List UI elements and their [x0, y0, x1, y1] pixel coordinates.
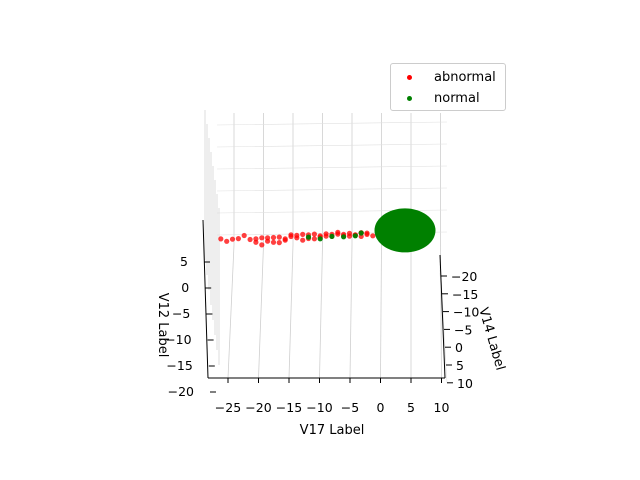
point-abnormal	[294, 232, 300, 238]
point-normal	[352, 233, 358, 239]
point-abnormal	[300, 237, 306, 243]
point-abnormal	[276, 234, 282, 240]
point-normal	[329, 233, 335, 239]
legend-item-abnormal: abnormal	[391, 67, 496, 87]
point-abnormal	[247, 236, 253, 243]
y-tick-label: −10	[453, 305, 479, 320]
point-abnormal	[229, 236, 236, 242]
point-abnormal	[235, 236, 241, 242]
y-tick-label: 10	[457, 376, 473, 391]
point-abnormal	[311, 236, 317, 242]
x-tick-label: −25	[215, 400, 241, 415]
legend: abnormal normal	[390, 63, 506, 111]
point-abnormal	[259, 235, 265, 241]
x-tick-label: 5	[407, 400, 415, 415]
point-abnormal	[218, 236, 224, 242]
legend-item-normal: normal	[391, 88, 480, 108]
point-abnormal	[270, 234, 277, 241]
y-tick-label: −15	[452, 287, 478, 302]
point-abnormal	[288, 233, 294, 240]
point-abnormal	[335, 229, 341, 235]
point-abnormal	[346, 233, 353, 239]
point-abnormal	[364, 230, 370, 236]
x-axis-label: V17 Label	[300, 423, 365, 438]
x-tick-label: 10	[434, 400, 450, 415]
z-tick-label: −5	[172, 306, 190, 321]
point-abnormal	[259, 242, 265, 248]
y-tick-label: −20	[451, 269, 477, 284]
point-abnormal	[300, 231, 306, 237]
normal-cluster-density	[374, 208, 436, 253]
point-abnormal	[311, 231, 317, 237]
legend-label-normal: normal	[434, 90, 480, 106]
point-normal	[305, 234, 312, 240]
z-tick-label: 0	[181, 280, 189, 295]
point-normal	[317, 236, 323, 242]
point-abnormal	[265, 235, 271, 241]
point-abnormal	[276, 240, 282, 246]
x-tick-label: 0	[377, 400, 385, 415]
z-axis-label: V12 Label	[155, 293, 170, 358]
x-tick-label: −15	[276, 400, 302, 415]
point-abnormal	[282, 236, 288, 242]
point-abnormal	[241, 232, 247, 239]
legend-marker-abnormal	[407, 74, 412, 80]
x-tick-label: −10	[306, 400, 332, 415]
z-tick-label: 5	[180, 254, 188, 269]
y-axis-label: V14 Label	[475, 306, 507, 372]
z-tick-label: −10	[165, 332, 191, 347]
y-tick-label: −5	[454, 322, 472, 337]
data-points	[218, 208, 436, 253]
z-tick-label: −15	[166, 358, 192, 373]
point-normal	[341, 234, 347, 240]
legend-label-abnormal: abnormal	[434, 69, 496, 85]
z-tick-label: −20	[168, 384, 194, 399]
legend-marker-normal	[407, 95, 412, 101]
point-abnormal	[323, 233, 329, 239]
point-abnormal	[253, 239, 259, 245]
axis-lines	[202, 219, 453, 393]
point-abnormal	[370, 233, 376, 239]
point-normal	[358, 230, 364, 236]
point-abnormal	[270, 239, 277, 245]
y-tick-label: 5	[456, 358, 464, 373]
tick-labels: −25 −20 −15 −10 −5 0 5 10 5 0 −5 −10 −15 −20 −20 −15 −10…	[165, 254, 479, 415]
x-tick-label: −5	[341, 400, 359, 415]
point-abnormal	[224, 238, 230, 244]
y-tick-label: 0	[455, 340, 463, 355]
x-tick-label: −20	[245, 400, 271, 415]
